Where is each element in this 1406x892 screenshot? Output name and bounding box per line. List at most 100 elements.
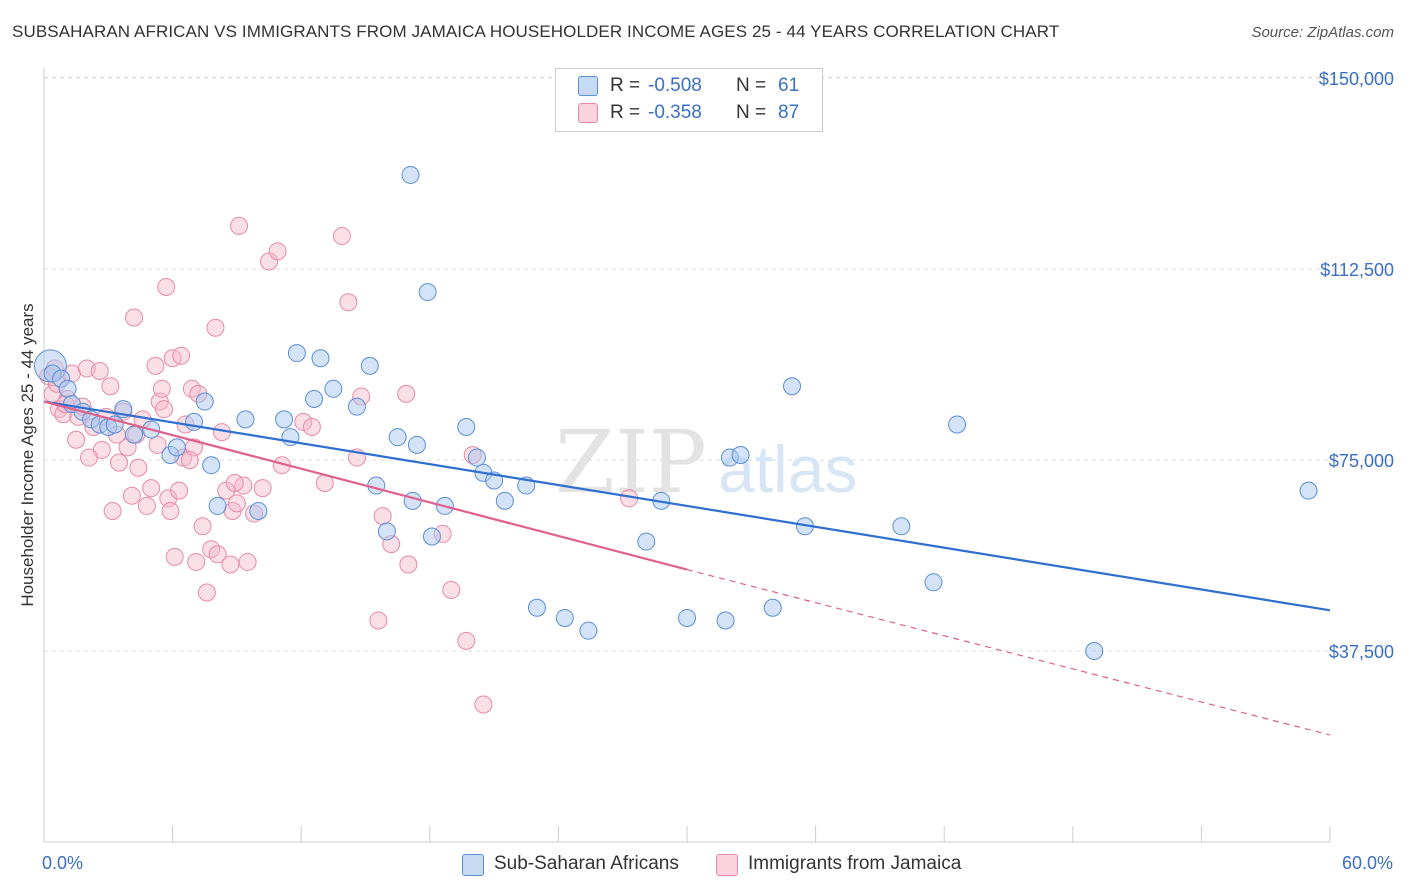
jamaica-trend-extension (686, 568, 1331, 736)
subsaharan-point (418, 283, 437, 302)
subsaharan-point (287, 344, 306, 363)
subsaharan-point (763, 598, 782, 617)
subsaharan-point (305, 389, 324, 408)
subsaharan-point (311, 349, 330, 368)
subsaharan-point (401, 165, 420, 184)
jamaica-point (110, 453, 129, 472)
jamaica-point (253, 479, 272, 498)
chart-title: SUBSAHARAN AFRICAN VS IMMIGRANTS FROM JA… (12, 22, 1060, 41)
subsaharan-point (377, 522, 396, 541)
jamaica-point (161, 502, 180, 521)
jamaica-point (193, 517, 212, 536)
y-tick-label: $37,500 (1329, 642, 1394, 662)
subsaharan-point (1085, 642, 1104, 661)
legend-n-label: N = (736, 102, 767, 123)
subsaharan-point (457, 418, 476, 437)
jamaica-point (457, 631, 476, 650)
jamaica-point (103, 502, 122, 521)
subsaharan-point (892, 517, 911, 536)
subsaharan-point (731, 446, 750, 465)
jamaica-point (442, 580, 461, 599)
subsaharan-point (579, 621, 598, 640)
subsaharan-point (678, 608, 696, 627)
jamaica-point (67, 430, 86, 449)
subsaharan-point (167, 438, 186, 457)
legend-swatch-pink (578, 103, 598, 123)
source-label: Source: ZipAtlas.com (1251, 24, 1394, 41)
subsaharan-point (637, 532, 656, 551)
subsaharan-trend-line (43, 400, 1331, 612)
jamaica-point (332, 227, 351, 246)
jamaica-point (302, 418, 321, 437)
jamaica-point (369, 611, 388, 630)
jamaica-point (157, 277, 176, 296)
subsaharan-point (236, 410, 255, 429)
legend-r-label: R = (610, 75, 641, 96)
jamaica-point (146, 356, 165, 375)
y-tick-label: $75,000 (1329, 451, 1394, 471)
subsaharan-point (324, 379, 343, 398)
jamaica-point (152, 379, 171, 398)
subsaharan-point (275, 410, 294, 429)
jamaica-point (125, 308, 144, 327)
jamaica-point (268, 242, 287, 261)
x-tick-label: 60.0% (1342, 853, 1393, 873)
jamaica-point (197, 583, 216, 602)
legend-swatch-blue (578, 76, 598, 96)
subsaharan-point (388, 428, 407, 447)
series-jamaica-points (39, 216, 639, 714)
tick-labels: $37,500 $75,000 $112,500 $150,000 0.0% 60.0% (42, 69, 1394, 873)
subsaharan-point (367, 476, 386, 495)
subsaharan-point (555, 608, 574, 627)
jamaica-point (206, 318, 225, 337)
subsaharan-point (202, 456, 221, 475)
jamaica-point (142, 479, 161, 498)
jamaica-point (221, 555, 240, 574)
jamaica-point (225, 474, 244, 493)
subsaharan-point (403, 491, 422, 510)
axes (43, 68, 1331, 843)
correlation-legend: R = -0.508 N = 61 R = -0.358 N = 87 (555, 68, 823, 132)
subsaharan-point (924, 573, 943, 592)
subsaharan-point (125, 425, 144, 444)
y-tick-label: $112,500 (1320, 260, 1394, 280)
watermark-atlas: atlas (718, 432, 857, 506)
subsaharan-point (783, 377, 802, 396)
subsaharan-point (948, 415, 967, 434)
subsaharan-point (249, 502, 268, 521)
jamaica-point (148, 435, 167, 454)
subsaharan-point (208, 496, 227, 515)
jamaica-point (238, 552, 257, 571)
jamaica-point (172, 346, 191, 365)
jamaica-point (137, 496, 156, 515)
legend-label-jamaica: Immigrants from Jamaica (748, 853, 962, 874)
jamaica-point (373, 507, 392, 526)
subsaharan-point (407, 435, 426, 454)
jamaica-point (180, 451, 199, 470)
legend-n-value: 87 (778, 102, 800, 123)
jamaica-point (294, 412, 313, 431)
jamaica-point (170, 481, 189, 500)
jamaica-point (122, 486, 141, 505)
jamaica-point (101, 377, 120, 396)
jamaica-point (208, 545, 227, 564)
legend-swatch-blue (462, 854, 484, 876)
jamaica-point (155, 400, 174, 419)
legend-r-value: -0.508 (648, 75, 702, 96)
legend-n-label: N = (736, 75, 767, 96)
jamaica-point (90, 361, 109, 380)
watermark: ZIP atlas (555, 413, 857, 513)
legend-swatch-pink (716, 854, 738, 876)
jamaica-point (165, 547, 184, 566)
x-tick-label: 0.0% (42, 853, 83, 873)
trend-lines (43, 400, 1331, 736)
jamaica-point (80, 448, 99, 467)
subsaharan-point (467, 448, 486, 467)
jamaica-point (397, 384, 416, 403)
jamaica-point (227, 494, 246, 513)
legend-label-subsaharan: Sub-Saharan Africans (494, 853, 679, 874)
y-tick-label: $150,000 (1319, 69, 1394, 89)
legend-r-label: R = (610, 102, 641, 123)
jamaica-point (129, 458, 148, 477)
